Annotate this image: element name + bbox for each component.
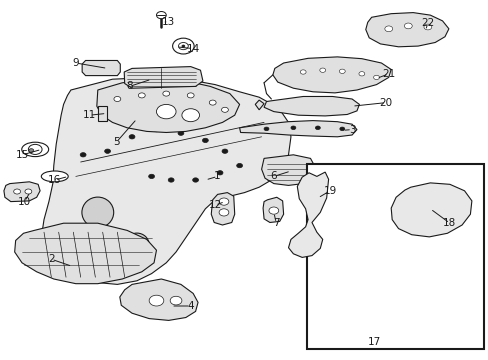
Polygon shape [98,106,106,121]
Polygon shape [288,172,328,257]
Text: 10: 10 [18,197,31,207]
Ellipse shape [290,126,295,130]
Ellipse shape [170,296,182,305]
Ellipse shape [319,68,325,72]
Text: 12: 12 [208,200,222,210]
Polygon shape [97,79,239,132]
Ellipse shape [219,209,228,216]
Ellipse shape [178,131,183,135]
Ellipse shape [219,198,228,205]
Ellipse shape [163,91,169,96]
Polygon shape [255,100,264,110]
Text: 17: 17 [366,337,380,347]
Ellipse shape [404,23,411,29]
Text: 9: 9 [72,58,79,68]
Ellipse shape [21,142,48,157]
Ellipse shape [80,153,86,157]
Polygon shape [261,155,315,185]
Ellipse shape [153,127,159,132]
Ellipse shape [315,126,320,130]
Ellipse shape [300,70,305,74]
Ellipse shape [182,109,199,122]
Ellipse shape [138,93,145,98]
Ellipse shape [178,42,188,50]
Ellipse shape [129,135,135,139]
Ellipse shape [339,127,344,131]
Text: 19: 19 [323,186,336,196]
Polygon shape [263,197,283,222]
Text: 1: 1 [214,171,221,181]
Ellipse shape [192,178,198,182]
Ellipse shape [172,38,194,54]
Polygon shape [15,223,156,284]
Ellipse shape [114,96,121,102]
Text: 4: 4 [187,301,194,311]
Polygon shape [4,182,40,202]
Ellipse shape [268,207,278,214]
Ellipse shape [202,138,208,143]
Text: 15: 15 [16,150,29,160]
Ellipse shape [264,127,268,131]
Ellipse shape [339,69,345,73]
Polygon shape [41,77,290,284]
Polygon shape [239,121,356,137]
Ellipse shape [236,163,242,168]
Ellipse shape [373,75,379,80]
Ellipse shape [41,171,68,182]
Text: 21: 21 [381,69,395,79]
Ellipse shape [221,107,228,112]
Text: 7: 7 [272,218,279,228]
Ellipse shape [28,144,42,154]
Text: 18: 18 [442,218,456,228]
Text: 6: 6 [270,171,277,181]
Ellipse shape [358,72,364,76]
Ellipse shape [156,12,166,19]
Ellipse shape [423,24,431,30]
Text: 2: 2 [48,254,55,264]
Polygon shape [124,67,203,88]
Ellipse shape [187,93,194,98]
Ellipse shape [148,174,154,179]
Text: 16: 16 [48,175,61,185]
Polygon shape [365,13,448,47]
Ellipse shape [149,295,163,306]
Ellipse shape [217,171,223,175]
Ellipse shape [29,149,34,152]
Polygon shape [264,96,359,116]
Polygon shape [211,193,234,225]
Ellipse shape [168,178,174,182]
Ellipse shape [124,233,149,256]
Ellipse shape [156,104,176,119]
Text: 20: 20 [379,98,392,108]
Polygon shape [82,60,120,76]
Text: 22: 22 [420,18,434,28]
Ellipse shape [222,149,227,153]
Bar [306,164,483,349]
Ellipse shape [384,26,392,32]
Text: 13: 13 [162,17,175,27]
Ellipse shape [14,189,20,194]
Polygon shape [390,183,471,237]
Ellipse shape [25,189,32,194]
Ellipse shape [104,149,110,153]
Text: 3: 3 [348,125,355,135]
Text: 8: 8 [126,81,133,91]
Ellipse shape [82,197,113,228]
Text: 5: 5 [113,137,120,147]
Text: 14: 14 [186,44,200,54]
Ellipse shape [209,100,216,105]
Text: 11: 11 [82,110,96,120]
Polygon shape [120,279,198,320]
Ellipse shape [182,45,184,47]
Polygon shape [272,57,390,93]
